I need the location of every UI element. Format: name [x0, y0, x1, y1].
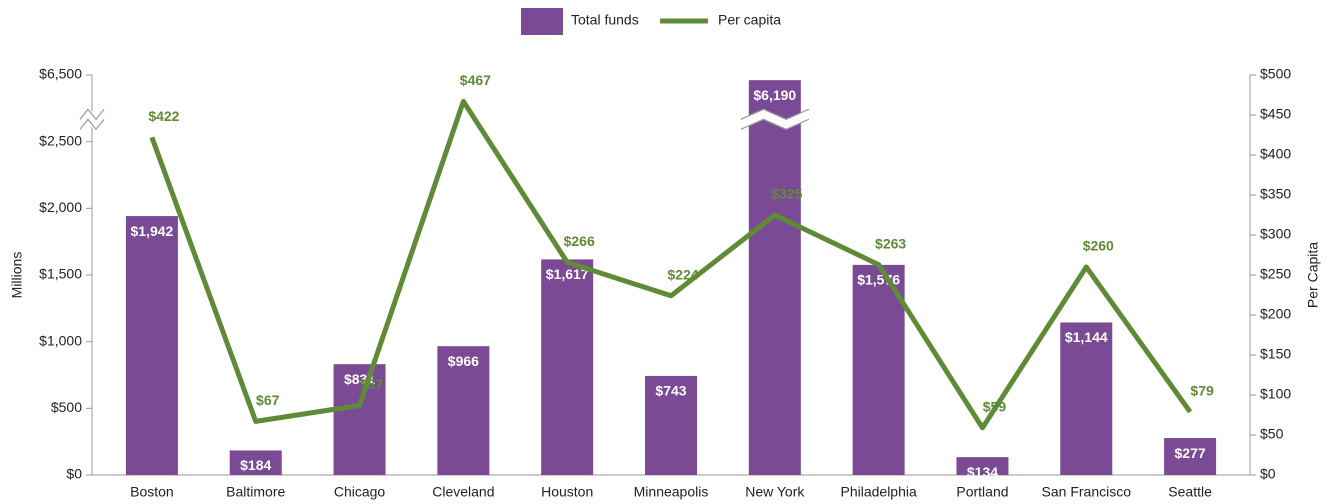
- line-value-label: $59: [983, 399, 1007, 415]
- y2-tick-label: $200: [1260, 306, 1291, 322]
- line-value-label: $67: [256, 392, 280, 408]
- legend-swatch: [521, 8, 563, 35]
- line-value-label: $87: [360, 376, 384, 392]
- line-value-label: $325: [771, 186, 802, 202]
- x-tick-label: Baltimore: [226, 484, 285, 500]
- y-tick-label: $500: [51, 399, 82, 415]
- bar-break: [740, 108, 810, 120]
- y-tick-label: $2,000: [39, 199, 82, 215]
- x-tick-label: Minneapolis: [634, 484, 709, 500]
- x-tick-label: Chicago: [334, 484, 386, 500]
- bar: [541, 259, 594, 475]
- bar: [852, 264, 905, 475]
- legend-label: Total funds: [571, 12, 639, 28]
- bar-break: [740, 118, 810, 130]
- y2-tick-label: $450: [1260, 106, 1291, 122]
- bar: [645, 375, 697, 475]
- y2-tick-label: $250: [1260, 266, 1291, 282]
- bar-value-label: $1,942: [130, 223, 173, 239]
- bar: [437, 346, 490, 475]
- line-value-label: $79: [1190, 383, 1214, 399]
- line-value-label: $467: [460, 72, 491, 88]
- y2-tick-label: $150: [1260, 346, 1291, 362]
- bar-value-label: $134: [967, 464, 998, 480]
- x-tick-label: Cleveland: [432, 484, 494, 500]
- legend-label: Per capita: [718, 12, 781, 28]
- axis-break: [76, 106, 108, 133]
- y2-tick-label: $100: [1260, 386, 1291, 402]
- line-value-label: $260: [1083, 238, 1114, 254]
- bar-value-label: $743: [655, 383, 686, 399]
- x-tick-label: Seattle: [1168, 484, 1212, 500]
- x-tick-label: San Francisco: [1042, 484, 1132, 500]
- line-value-label: $422: [148, 108, 179, 124]
- bar: [1164, 438, 1217, 475]
- bar-value-label: $1,617: [546, 266, 589, 282]
- x-tick-label: Houston: [541, 484, 593, 500]
- bar-value-label: $277: [1175, 445, 1206, 461]
- y2-tick-label: $400: [1260, 146, 1291, 162]
- y-tick-label: $1,500: [39, 266, 82, 282]
- bar-value-label: $966: [448, 353, 479, 369]
- y2-tick-label: $350: [1260, 186, 1291, 202]
- bar-value-label: $6,190: [753, 87, 796, 103]
- y2-tick-label: $50: [1260, 426, 1284, 442]
- y-axis-title: Millions: [9, 252, 25, 299]
- bar-value-label: $1,144: [1065, 329, 1108, 345]
- y2-axis-title: Per Capita: [1305, 242, 1321, 308]
- axis-break: [79, 118, 105, 131]
- y2-tick-label: $500: [1260, 66, 1291, 82]
- bar-value-label: $184: [240, 457, 271, 473]
- y-tick-label: $2,500: [39, 132, 82, 148]
- line-value-label: $263: [875, 235, 906, 251]
- x-tick-label: Boston: [130, 484, 174, 500]
- line-value-label: $224: [667, 267, 698, 283]
- y-tick-label: $1,000: [39, 332, 82, 348]
- bar: [1060, 322, 1113, 475]
- x-tick-label: Portland: [956, 484, 1008, 500]
- y-tick-label: $0: [66, 466, 82, 482]
- line: [149, 98, 1193, 431]
- bar: [125, 216, 178, 476]
- bar-break: [738, 108, 811, 130]
- bar: [956, 457, 1009, 475]
- axis-break: [79, 108, 105, 121]
- y2-tick-label: $300: [1260, 226, 1291, 242]
- bar: [333, 364, 386, 475]
- bar: [748, 80, 801, 476]
- y2-tick-label: $0: [1260, 466, 1276, 482]
- bar: [229, 450, 282, 475]
- x-tick-label: Philadelphia: [840, 484, 916, 500]
- y-tick-label: $6,500: [39, 66, 82, 82]
- line-value-label: $266: [564, 233, 595, 249]
- x-tick-label: New York: [745, 484, 805, 500]
